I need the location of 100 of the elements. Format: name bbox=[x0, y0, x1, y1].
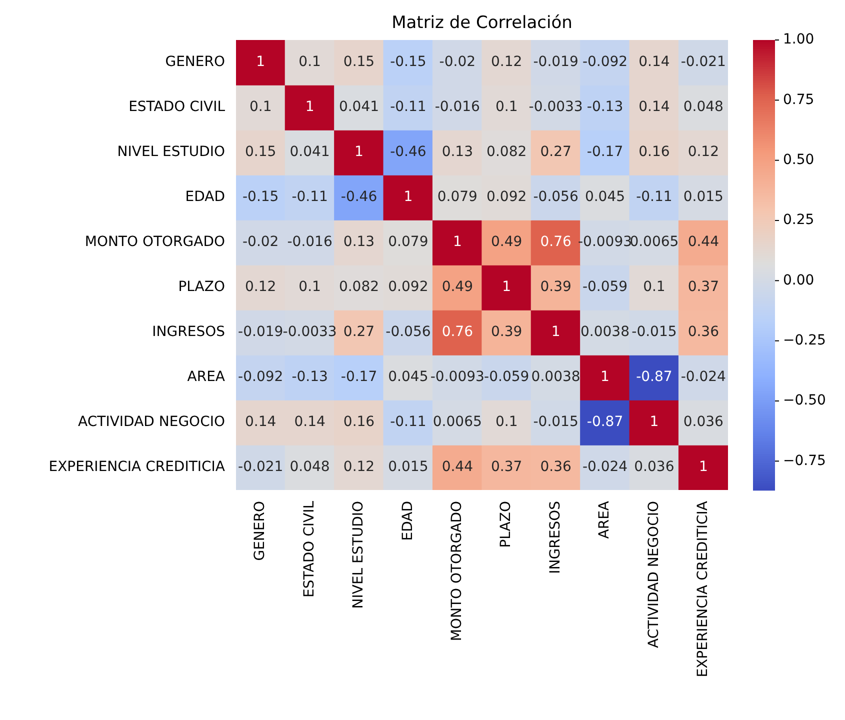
data-label: 1 bbox=[452, 234, 462, 250]
data-label: -0.016 bbox=[434, 99, 480, 116]
x-tick-label: ACTIVIDAD NEGOCIO bbox=[646, 501, 662, 648]
data-label: 0.1 bbox=[298, 279, 321, 296]
data-label: 0.49 bbox=[442, 279, 473, 296]
data-label: 1 bbox=[600, 369, 610, 386]
data-label: 0.16 bbox=[343, 414, 375, 430]
data-label: -0.15 bbox=[242, 189, 279, 206]
data-label: 0.27 bbox=[343, 324, 375, 340]
data-label: 0.041 bbox=[338, 99, 380, 116]
data-label: -0.056 bbox=[386, 324, 431, 340]
color-bar-label: 0.00 bbox=[783, 272, 814, 288]
data-label: -0.87 bbox=[636, 369, 672, 386]
color-bar-label: 0.75 bbox=[783, 92, 814, 108]
x-tick-label: EDAD bbox=[400, 501, 416, 541]
data-label: -0.056 bbox=[533, 189, 578, 206]
data-label: 0.37 bbox=[688, 279, 719, 296]
data-label: 0.14 bbox=[294, 414, 326, 430]
data-label: -0.15 bbox=[390, 54, 426, 70]
y-tick-label: ACTIVIDAD NEGOCIO bbox=[78, 414, 225, 430]
data-label: 0.76 bbox=[540, 234, 572, 250]
data-label: 0.27 bbox=[540, 144, 572, 160]
y-tick-label: MONTO OTORGADO bbox=[84, 234, 225, 250]
data-label: 1 bbox=[256, 54, 266, 70]
data-label: -0.015 bbox=[632, 324, 677, 340]
data-label: 0.1 bbox=[643, 279, 666, 296]
data-label: -0.024 bbox=[582, 459, 628, 476]
data-label: 0.1 bbox=[495, 414, 518, 430]
data-label: 0.0038 bbox=[580, 324, 630, 340]
x-tick-label: AREA bbox=[596, 500, 613, 539]
y-tick-label: EXPERIENCIA CREDITICIA bbox=[48, 459, 226, 476]
y-tick-label: PLAZO bbox=[178, 279, 225, 296]
data-label: -0.019 bbox=[238, 324, 284, 340]
color-bar-label: −0.25 bbox=[783, 332, 826, 348]
data-label: 0.12 bbox=[343, 459, 375, 476]
data-label: -0.092 bbox=[238, 369, 284, 386]
data-label: 0.036 bbox=[634, 459, 674, 476]
data-label: -0.11 bbox=[636, 189, 672, 206]
data-label: 0.15 bbox=[245, 144, 276, 160]
data-label: 0.079 bbox=[388, 234, 428, 250]
data-label: 0.015 bbox=[388, 459, 428, 476]
data-label: -0.019 bbox=[533, 54, 578, 70]
data-label: -0.11 bbox=[390, 414, 426, 430]
data-label: 0.13 bbox=[343, 234, 375, 250]
data-label: 0.39 bbox=[540, 279, 572, 296]
data-label: 0.39 bbox=[491, 324, 522, 340]
y-tick-label: ESTADO CIVIL bbox=[128, 99, 226, 116]
data-label: 0.12 bbox=[688, 144, 719, 160]
data-label: -0.021 bbox=[238, 459, 284, 476]
data-label: 0.13 bbox=[442, 144, 473, 160]
data-label: 0.15 bbox=[343, 54, 375, 70]
data-label: 0.1 bbox=[298, 54, 321, 70]
data-label: -0.02 bbox=[242, 234, 279, 250]
x-tick-label: GENERO bbox=[252, 501, 268, 561]
data-label: 0.16 bbox=[638, 144, 670, 160]
x-tick-label: INGRESOS bbox=[547, 500, 564, 574]
y-tick-label: GENERO bbox=[165, 54, 225, 70]
data-label: -0.17 bbox=[586, 144, 624, 160]
data-label: 1 bbox=[404, 189, 413, 206]
data-label: 0.092 bbox=[388, 279, 428, 296]
data-label: -0.0093 bbox=[430, 369, 484, 386]
data-label: -0.092 bbox=[582, 54, 628, 70]
data-label: 0.14 bbox=[638, 99, 670, 116]
data-label: 0.092 bbox=[486, 189, 527, 206]
data-label: -0.059 bbox=[484, 369, 530, 386]
data-label: 0.12 bbox=[491, 54, 522, 70]
data-label: 1 bbox=[551, 324, 560, 340]
data-label: 0.048 bbox=[290, 459, 330, 476]
data-label: -0.0033 bbox=[282, 324, 337, 340]
data-label: -0.87 bbox=[586, 414, 624, 430]
data-label: 1 bbox=[354, 144, 364, 160]
color-bar-label: −0.75 bbox=[783, 452, 826, 469]
x-tick-label: PLAZO bbox=[498, 501, 514, 548]
data-label: 0.082 bbox=[486, 144, 527, 160]
data-label: -0.024 bbox=[680, 369, 726, 386]
color-bar-label: 1.00 bbox=[783, 32, 814, 48]
data-label: -0.17 bbox=[340, 369, 378, 386]
data-label: 0.0065 bbox=[630, 234, 679, 250]
chart-title: Matriz de Correlación bbox=[392, 12, 572, 33]
data-label: -0.021 bbox=[680, 54, 726, 70]
data-label: 0.37 bbox=[491, 459, 522, 476]
data-label: 0.041 bbox=[290, 144, 330, 160]
data-label: 0.0038 bbox=[531, 369, 580, 386]
data-label: -0.13 bbox=[292, 369, 328, 386]
y-tick-label: AREA bbox=[187, 369, 226, 386]
x-tick-label: NIVEL ESTUDIO bbox=[350, 501, 367, 609]
y-tick-label: INGRESOS bbox=[152, 324, 226, 340]
data-label: 0.079 bbox=[437, 189, 478, 206]
data-label: 0.0065 bbox=[432, 414, 482, 430]
x-tick-label: ESTADO CIVIL bbox=[301, 500, 318, 598]
data-label: 1 bbox=[650, 414, 659, 430]
data-label: 0.045 bbox=[388, 369, 428, 386]
color-bar-label: 0.25 bbox=[783, 212, 814, 228]
data-label: -0.02 bbox=[439, 54, 476, 70]
data-label: -0.11 bbox=[292, 189, 328, 206]
data-label: -0.0033 bbox=[528, 99, 583, 116]
data-label: 0.015 bbox=[683, 189, 724, 206]
data-label: 0.76 bbox=[442, 324, 474, 340]
data-label: -0.016 bbox=[287, 234, 332, 250]
y-tick-label: NIVEL ESTUDIO bbox=[117, 144, 225, 160]
